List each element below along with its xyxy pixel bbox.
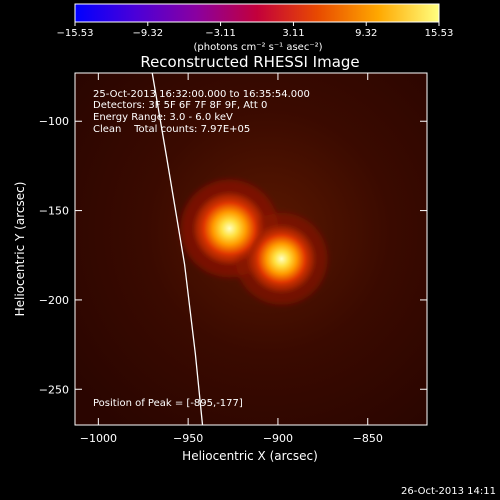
annotation-time-range: 25-Oct-2013 16:32:00.000 to 16:35:54.000	[93, 89, 310, 100]
x-tick-label: −1000	[80, 432, 117, 445]
x-axis-ticks: −1000 −950 −900 −850	[80, 73, 383, 445]
y-axis-label: Heliocentric Y (arcsec)	[13, 182, 27, 317]
emission-source	[247, 225, 316, 293]
annotation-clean: Clean Total counts: 7.97E+05	[93, 124, 250, 135]
x-tick-label: −850	[353, 432, 383, 445]
colorbar-tick-label: −15.53	[56, 28, 93, 39]
y-tick-label: −200	[39, 294, 69, 307]
emission-source	[192, 191, 267, 266]
colorbar-tick-label: −9.32	[132, 28, 163, 39]
colorbar-units: (photons cm⁻² s⁻¹ asec⁻²)	[193, 42, 322, 53]
y-axis-ticks: −100 −150 −200 −250	[39, 115, 427, 396]
annotation-detectors: Detectors: 3F 5F 6F 7F 8F 9F, Att 0	[93, 100, 267, 111]
colorbar-tick-label: 9.32	[355, 28, 377, 39]
y-tick-label: −250	[39, 383, 69, 396]
colorbar-ticks: −15.53 −9.32 −3.11 3.11 9.32 15.53	[56, 22, 453, 39]
y-tick-label: −100	[39, 115, 69, 128]
annotation-peak-position: Position of Peak = [-895,-177]	[93, 398, 243, 409]
y-tick-label: −150	[39, 205, 69, 218]
colorbar-tick-label: 15.53	[425, 28, 454, 39]
colorbar	[74, 3, 440, 23]
emission-map	[151, 73, 328, 425]
colorbar-tick-label: −3.11	[205, 28, 236, 39]
x-tick-label: −950	[173, 432, 203, 445]
timestamp: 26-Oct-2013 14:11	[401, 486, 496, 497]
x-axis-label: Heliocentric X (arcsec)	[182, 449, 318, 463]
colorbar-tick-label: 3.11	[282, 28, 304, 39]
chart-title: Reconstructed RHESSI Image	[140, 53, 359, 71]
x-tick-label: −900	[263, 432, 293, 445]
plot-frame	[74, 72, 428, 426]
annotation-energy: Energy Range: 3.0 - 6.0 keV	[93, 112, 233, 123]
solar-limb-curve	[151, 73, 204, 425]
